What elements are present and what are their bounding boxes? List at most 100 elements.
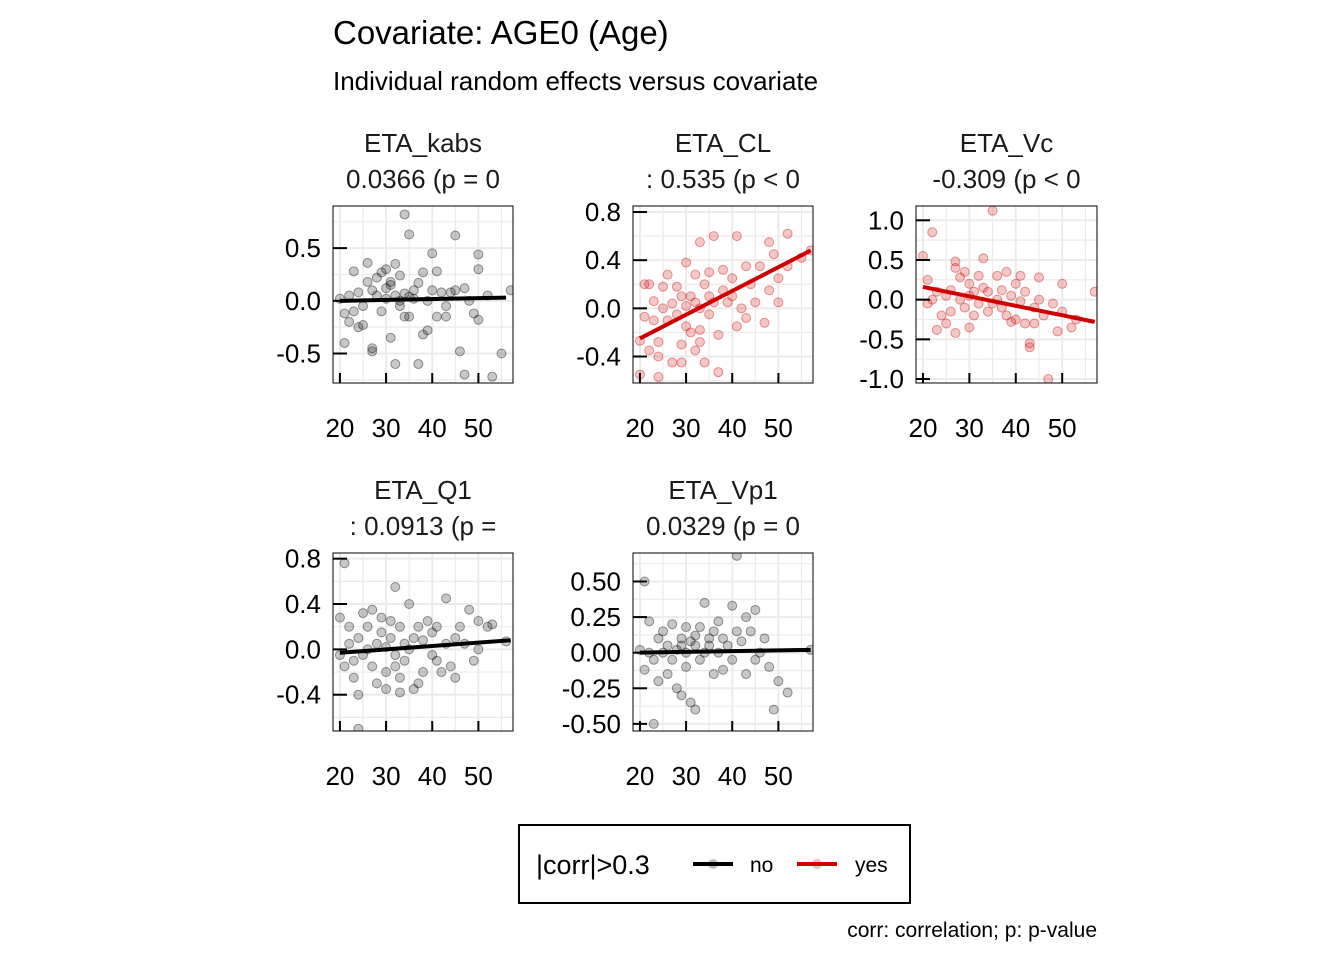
legend-key-yes-point: [812, 859, 822, 869]
data-point: [987, 206, 998, 216]
data-point: [768, 704, 779, 715]
panel-border: [632, 552, 814, 732]
data-point: [390, 258, 401, 269]
data-point: [399, 209, 410, 220]
data-point: [644, 345, 655, 356]
panel-border: [632, 205, 814, 384]
x-tick-label: 20: [625, 413, 654, 443]
data-point: [1010, 278, 1021, 289]
data-point: [450, 285, 461, 296]
data-point: [759, 633, 770, 644]
data-point: [941, 318, 952, 329]
data-point: [418, 329, 428, 340]
y-tick-label: -0.50: [562, 709, 621, 739]
data-point: [408, 285, 419, 296]
data-point: [1066, 322, 1077, 333]
data-point: [690, 630, 701, 641]
data-point: [690, 704, 701, 715]
data-point: [441, 301, 452, 312]
data-point: [667, 298, 678, 309]
data-point: [676, 357, 687, 368]
data-point: [394, 270, 405, 281]
data-point: [745, 626, 756, 637]
data-point: [727, 654, 738, 665]
data-point: [390, 661, 401, 672]
data-point: [964, 322, 975, 333]
y-tick-label: 0.0: [285, 634, 321, 664]
data-point: [681, 321, 692, 332]
data-point: [1029, 318, 1040, 329]
data-point: [353, 723, 364, 731]
data-point: [704, 309, 715, 320]
data-point: [344, 621, 355, 632]
trend-line-ETA_Q1: [339, 638, 511, 655]
data-point: [381, 283, 392, 294]
trend-line-ETA_Vc: [922, 284, 1096, 324]
data-point: [436, 667, 447, 678]
data-point: [385, 276, 396, 287]
data-point: [718, 664, 728, 675]
x-tick-label: 50: [1048, 413, 1077, 443]
data-point: [759, 317, 770, 328]
data-point: [685, 291, 696, 302]
y-tick-label: -0.4: [576, 342, 621, 372]
data-point: [973, 270, 984, 281]
data-point: [422, 325, 433, 336]
points-ETA_kabs: [334, 209, 513, 382]
data-point: [418, 267, 428, 278]
data-point: [653, 633, 664, 644]
data-point: [658, 303, 668, 314]
data-point: [454, 346, 465, 357]
y-tick-label: -0.4: [276, 680, 321, 710]
data-point: [741, 612, 752, 623]
data-point: [741, 261, 752, 272]
data-point: [727, 600, 738, 611]
data-point: [381, 264, 392, 275]
data-point: [1057, 278, 1068, 289]
data-point: [648, 315, 659, 326]
data-point: [1024, 342, 1035, 353]
x-tick-label: 40: [1001, 413, 1030, 443]
strip-title-ETA_CL: ETA_CL: [675, 128, 771, 158]
data-point: [353, 287, 364, 298]
x-tick-label: 20: [325, 413, 354, 443]
data-point: [334, 612, 345, 623]
data-point: [496, 348, 507, 359]
data-point: [671, 281, 682, 292]
data-point: [773, 676, 784, 687]
data-point: [690, 297, 701, 308]
data-point: [376, 306, 387, 317]
data-point: [427, 650, 438, 661]
data-point: [422, 616, 433, 627]
x-tick-label: 40: [718, 761, 747, 791]
legend-key-no-point: [708, 859, 718, 869]
gridlines: [633, 206, 813, 383]
data-point: [427, 248, 438, 259]
data-point: [1052, 326, 1063, 337]
panel-ETA_Vc: ETA_Vc -0.309 (p < 0 -1.0 -0.5 0.0 0.5 1.0 20 30…: [859, 128, 1098, 443]
panel-ETA_CL: ETA_CL: 0.535 (p < 0 -0.4 0.0 0.4 0.8 20 30 40 5…: [576, 128, 814, 443]
data-point: [399, 311, 410, 322]
data-point: [671, 683, 682, 694]
data-point: [441, 593, 452, 604]
chart-subtitle: Individual random effects versus covaria…: [333, 66, 818, 96]
points-ETA_Vp1: [634, 553, 813, 729]
data-point: [385, 280, 396, 291]
data-point: [1043, 374, 1054, 383]
legend: |corr|>0.3 no yes: [518, 824, 911, 904]
data-point: [450, 672, 461, 683]
data-point: [685, 636, 696, 647]
data-point: [348, 672, 359, 683]
data-point: [681, 257, 692, 268]
data-point: [969, 310, 980, 321]
data-point: [959, 266, 970, 277]
data-point: [955, 272, 966, 283]
data-point: [353, 689, 364, 700]
data-point: [353, 633, 364, 644]
data-point: [473, 616, 484, 627]
strip-title-ETA_kabs: ETA_kabs: [364, 128, 482, 158]
data-point: [348, 655, 359, 666]
data-point: [339, 337, 350, 348]
data-point: [736, 636, 747, 647]
data-point: [681, 300, 692, 311]
